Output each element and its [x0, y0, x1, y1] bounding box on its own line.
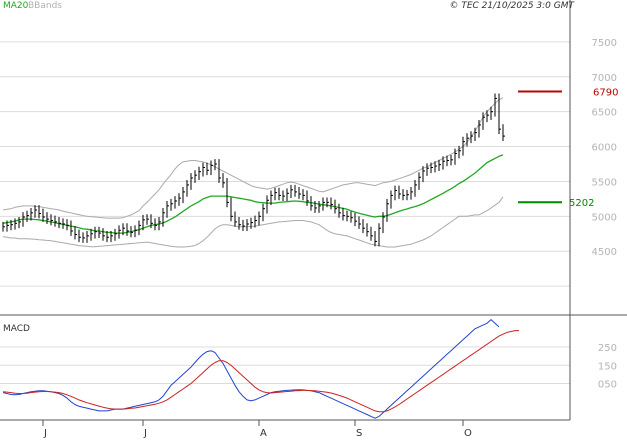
macd-title: MACD [3, 324, 30, 334]
price-bars [2, 93, 505, 247]
legend-bbands: BBands [28, 1, 62, 11]
legend-ma20: MA20 [3, 1, 29, 11]
price-levels: 6790 5202 [518, 87, 618, 209]
copyright-label: © TEC 21/10/2025 3:0 GMT [449, 1, 575, 11]
level-label: 5202 [569, 198, 594, 209]
ma20-series [2, 154, 504, 234]
x-tick-label: J [143, 428, 147, 439]
y-tick-label: 5500 [592, 177, 617, 188]
macd-panel [2, 319, 519, 419]
macd-tick-label: 250 [598, 343, 617, 354]
x-tick-label: S [356, 428, 362, 439]
x-tick-label: J [43, 428, 47, 439]
macd-tick-label: 050 [598, 380, 617, 391]
bollinger-bands [2, 97, 504, 248]
x-tick-label: A [260, 428, 267, 439]
y-tick-label: 4500 [592, 247, 617, 258]
signal-line [2, 330, 519, 413]
macd-tick-label: 150 [598, 361, 617, 372]
bband-lower [2, 196, 504, 248]
gridlines [0, 41, 570, 385]
y-tick-label: 7000 [592, 73, 617, 84]
x-tick-label: O [464, 428, 472, 439]
y-tick-label: 7500 [592, 38, 617, 49]
y-tick-label: 6000 [592, 143, 617, 154]
y-tick-label: 6500 [592, 108, 617, 119]
ma20-line [2, 154, 504, 234]
macd-line [2, 319, 500, 419]
bband-upper [2, 97, 504, 219]
y-tick-label: 5000 [592, 212, 617, 223]
level-label: 6790 [593, 87, 618, 98]
